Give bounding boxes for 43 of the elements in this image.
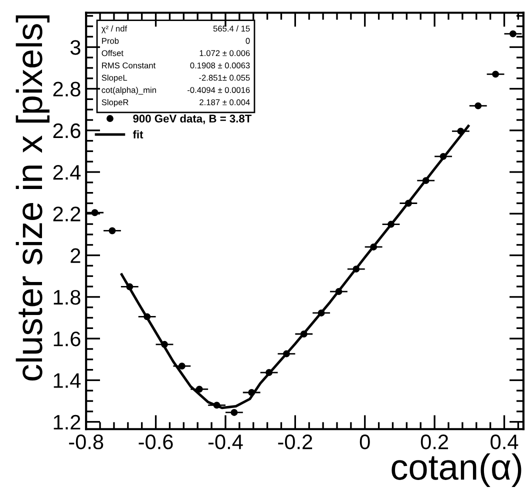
x-tick-label: -0.2 <box>278 434 312 450</box>
x-tick-label: 0 <box>360 434 370 450</box>
y-tick-label: 2.2 <box>53 206 80 222</box>
point <box>510 30 516 38</box>
legend-label: 900 GeV data, B = 3.8T <box>133 114 252 124</box>
annotation: 0.1908 ± 0.0063 <box>190 62 250 68</box>
point <box>196 386 203 393</box>
annotation: -0.4094 ± 0.0016 <box>188 87 250 93</box>
point <box>91 209 98 216</box>
y-tick-label: 2.8 <box>53 82 80 97</box>
y-tick-label: 2.6 <box>53 123 80 138</box>
point <box>178 362 186 370</box>
point <box>492 70 500 78</box>
annotation: 2.187 ± 0.004 <box>200 99 250 106</box>
annotation: SlopeR <box>102 99 128 107</box>
annotation: χ² / ndf <box>101 25 128 34</box>
y-tick-label: 1.4 <box>54 373 81 388</box>
y-tick-label: 2.4 <box>53 165 81 180</box>
y-tick-label: 1.6 <box>54 332 80 346</box>
annotation: cot(alpha)_min <box>102 86 156 95</box>
y-axis-title: cluster size in x [pixels] <box>16 15 50 380</box>
annotation: SlopeL <box>102 74 128 82</box>
y-tick-label: 2 <box>70 248 80 263</box>
x-tick-label: -0.8 <box>69 434 104 450</box>
y-tick-label: 1.2 <box>54 414 80 430</box>
annotation: 0 <box>246 38 250 44</box>
annotation: 1.072 ± 0.006 <box>200 50 250 56</box>
annotation: Prob <box>102 38 119 44</box>
x-tick-label: -0.6 <box>138 434 173 450</box>
annotation: Offset <box>102 50 124 56</box>
annotation: 565.4 / 15 <box>213 25 250 32</box>
x-tick-label: 0.4 <box>490 434 518 450</box>
y-tick-label: 3 <box>70 40 80 55</box>
annotation: -2.851± 0.055 <box>199 74 250 81</box>
y-tick-label: 1.8 <box>54 290 80 305</box>
x-tick-label: 0.2 <box>420 434 448 450</box>
x-axis-title: cotan(α) <box>392 453 522 488</box>
point <box>474 102 482 110</box>
legend-label: fit <box>132 130 144 138</box>
point <box>108 227 116 234</box>
point <box>230 409 238 416</box>
x-tick-label: -0.4 <box>208 434 243 450</box>
annotation: RMS Constant <box>102 62 156 68</box>
